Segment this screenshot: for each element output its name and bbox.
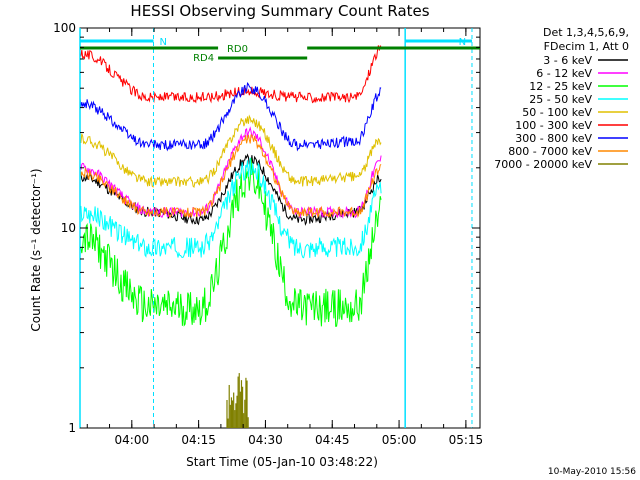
series-25-50keV-line — [79, 157, 382, 259]
legend-header-line-2: FDecim 1, Att 0 — [544, 40, 629, 53]
x-tick-label: 05:00 — [382, 433, 417, 447]
series-800-7000keV-line — [79, 134, 382, 219]
chart-title: HESSI Observing Summary Count Rates — [130, 2, 429, 20]
series-6-12keV-line — [79, 126, 382, 219]
night-label: N — [459, 37, 466, 48]
x-tick-label: 04:15 — [181, 433, 216, 447]
legend-header-line-1: Det 1,3,4,5,6,9, — [543, 26, 629, 39]
plot-area: N N RD4 RD0 — [79, 27, 481, 429]
legend-entry-label: 3 - 6 keV — [543, 54, 592, 67]
y-tick-label: 10 — [61, 221, 76, 235]
legend-entry-label: 300 - 800 keV — [515, 132, 592, 145]
y-axis-label: Count Rate (s⁻¹ detector⁻¹) — [29, 168, 43, 331]
legend-entry-label: 100 - 300 keV — [515, 119, 592, 132]
legend: Det 1,3,4,5,6,9, FDecim 1, Att 0 3 - 6 k… — [494, 26, 629, 171]
series-300-800keV-line — [79, 81, 382, 152]
series-50-100keV-line — [79, 114, 382, 188]
series-100-300keV-line — [79, 45, 382, 104]
x-axis: 04:00 04:15 04:30 04:45 05:00 05:15 — [86, 28, 484, 447]
legend-entry-label: 6 - 12 keV — [536, 67, 592, 80]
legend-entry-label: 25 - 50 keV — [529, 93, 592, 106]
y-axis: 1 10 100 — [53, 21, 480, 435]
legend-entry-label: 800 - 7000 keV — [508, 145, 592, 158]
y-tick-label: 100 — [53, 21, 76, 35]
rd0-label: RD0 — [227, 44, 248, 55]
series-layer — [79, 45, 382, 428]
x-axis-label: Start Time (05-Jan-10 03:48:22) — [186, 455, 378, 469]
footer-date: 10-May-2010 15:56 — [548, 467, 636, 477]
night-label: N — [159, 37, 166, 48]
legend-entry-label: 50 - 100 keV — [522, 106, 592, 119]
series-12-25keV-line — [79, 158, 382, 327]
x-tick-label: 04:30 — [248, 433, 283, 447]
x-tick-label: 04:00 — [115, 433, 150, 447]
x-tick-label: 05:15 — [449, 433, 484, 447]
y-tick-label: 1 — [68, 421, 76, 435]
x-tick-label: 04:45 — [315, 433, 350, 447]
rd4-label: RD4 — [193, 53, 214, 64]
legend-entry-label: 7000 - 20000 keV — [494, 158, 592, 171]
legend-entry-label: 12 - 25 keV — [529, 80, 592, 93]
